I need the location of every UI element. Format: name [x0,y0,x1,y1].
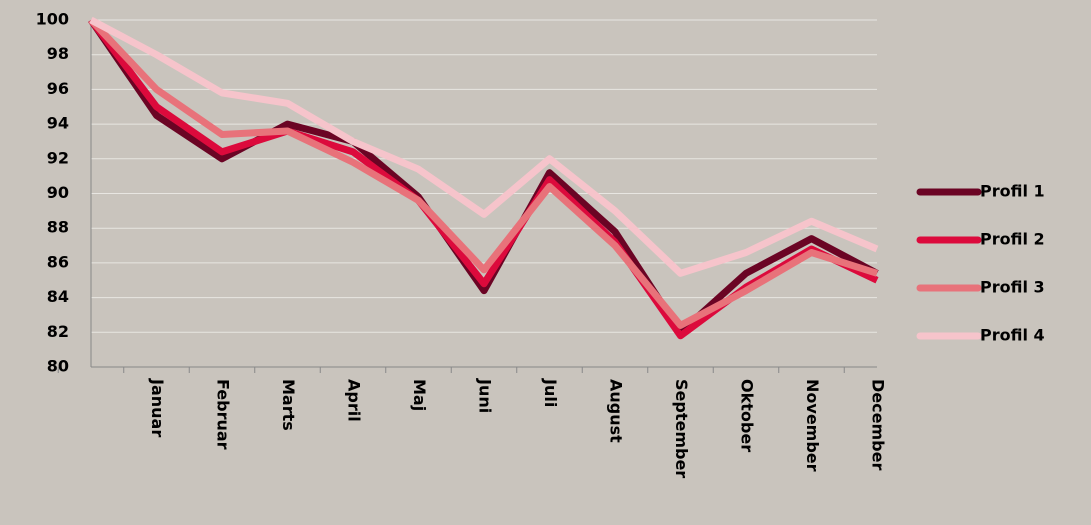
x-tick-label: September [672,379,691,478]
y-tick-label: 100 [36,10,69,29]
y-tick-label: 82 [47,322,69,341]
legend-label: Profil 3 [980,278,1045,297]
x-tick-label: August [607,379,626,443]
legend-label: Profil 2 [980,230,1045,249]
line [88,18,879,336]
y-tick-label: 92 [47,148,69,167]
x-tick-label: Juli [541,378,560,407]
x-tick-label: April [345,379,364,422]
line [88,17,879,329]
legend-label: Profil 1 [980,182,1045,201]
x-tick-label: Juni [476,378,495,413]
x-tick-label: Februar [214,379,233,450]
y-tick-label: 98 [47,44,69,63]
legend-label: Profil 4 [980,326,1045,345]
y-tick-label: 84 [47,287,69,306]
x-tick-label: Marts [279,379,298,431]
y-tick-label: 80 [47,357,69,376]
y-tick-label: 90 [47,183,69,202]
x-tick-label: December [869,379,888,470]
y-tick-label: 96 [47,79,69,98]
y-tick-label: 94 [47,114,69,133]
x-tick-label: November [803,379,822,472]
y-tick-label: 88 [47,218,69,237]
y-tick-label: 86 [47,252,69,271]
x-tick-label: Oktober [738,379,757,452]
x-tick-label: Januar [148,378,167,437]
line [89,16,879,277]
x-tick-label: Maj [410,379,429,411]
